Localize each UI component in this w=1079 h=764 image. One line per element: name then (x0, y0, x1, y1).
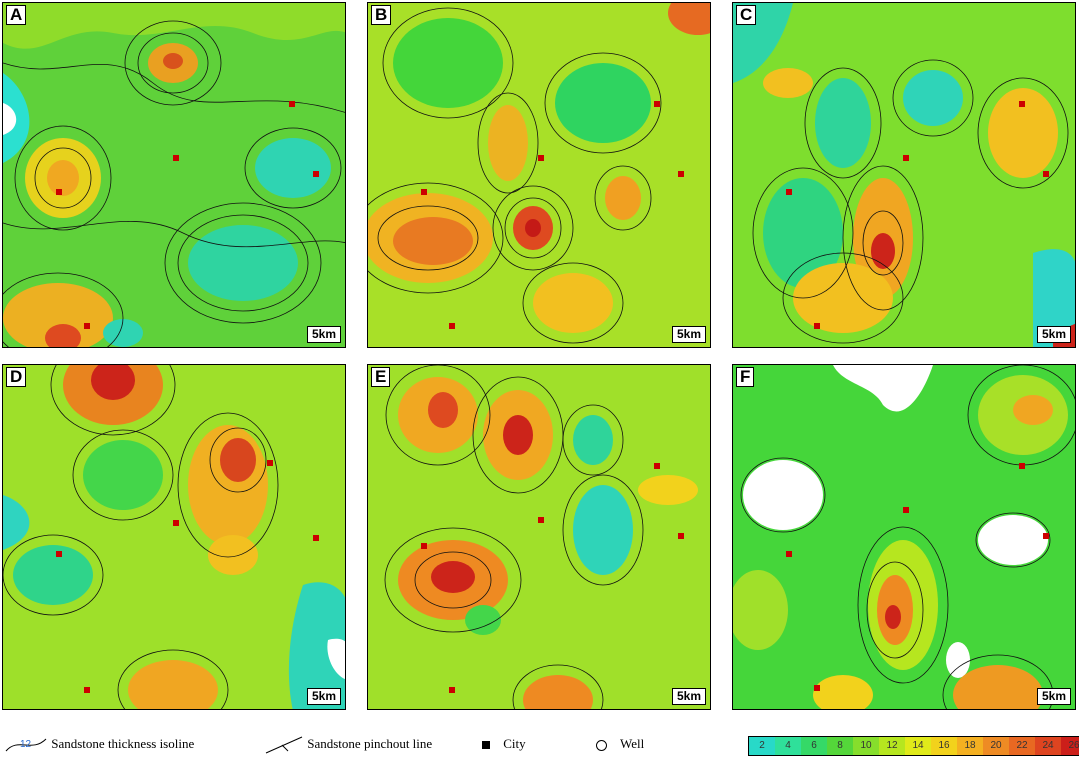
map-panel-f: F 5km (732, 364, 1076, 710)
colorbar-cell: 14 (905, 737, 931, 755)
panel-label: B (371, 5, 392, 25)
colorbar-cell: 22 (1009, 737, 1035, 755)
thickness-contour-map (3, 3, 345, 347)
pinchout-label: Sandstone pinchout line (307, 736, 433, 751)
colorbar-cell: 8 (827, 737, 853, 755)
scale-bar: 5km (671, 688, 706, 705)
panel-label: E (371, 367, 391, 387)
scale-bar: 5km (306, 688, 341, 705)
colorbar-cell: 6 (801, 737, 827, 755)
scale-bar: 5km (306, 326, 341, 343)
colorbar-cell: 18 (957, 737, 983, 755)
well-icon (596, 739, 607, 751)
map-panel-e: E 5km (367, 364, 711, 710)
city-label: City (503, 736, 526, 751)
thickness-colorbar: 2 4 6 8 10 12 14 16 18 20 22 24 26 (748, 736, 1079, 756)
colorbar-cell: 12 (879, 737, 905, 755)
panel-label: A (6, 5, 27, 25)
scale-bar: 5km (1036, 326, 1071, 343)
colorbar-cell: 24 (1035, 737, 1061, 755)
panel-label: F (736, 367, 755, 387)
map-panel-c: C 5km (732, 2, 1076, 348)
map-panel-b: B 5km (367, 2, 711, 348)
panel-label: D (6, 367, 27, 387)
city-icon (482, 741, 490, 750)
city-legend: City (482, 734, 526, 754)
isoline-sample-value: 12 (20, 739, 32, 750)
colorbar-cell: 4 (775, 737, 801, 755)
thickness-contour-map (733, 365, 1075, 709)
isoline-label: Sandstone thickness isoline (51, 736, 195, 751)
thickness-contour-map (733, 3, 1075, 347)
colorbar-cell: 16 (931, 737, 957, 755)
colorbar-cell: 26 (1061, 737, 1079, 755)
isoline-icon: 12 (5, 738, 47, 752)
isoline-legend: 12 Sandstone thickness isoline (4, 734, 194, 755)
map-panel-d: D 5km (2, 364, 346, 710)
well-legend: Well (596, 734, 644, 754)
well-label: Well (620, 736, 645, 751)
scale-bar: 5km (1036, 688, 1071, 705)
thickness-contour-map (3, 365, 345, 709)
colorbar-cell: 2 (749, 737, 775, 755)
scale-bar: 5km (671, 326, 706, 343)
colorbar-cell: 10 (853, 737, 879, 755)
pinchout-legend: Sandstone pinchout line (264, 734, 432, 755)
map-legend: 12 Sandstone thickness isoline Sandstone… (0, 726, 1079, 764)
thickness-contour-map (368, 365, 710, 709)
thickness-contour-map (368, 3, 710, 347)
pinchout-icon (265, 736, 303, 754)
colorbar-cell: 20 (983, 737, 1009, 755)
panel-label: C (736, 5, 757, 25)
map-panel-a: A 5km (2, 2, 346, 348)
